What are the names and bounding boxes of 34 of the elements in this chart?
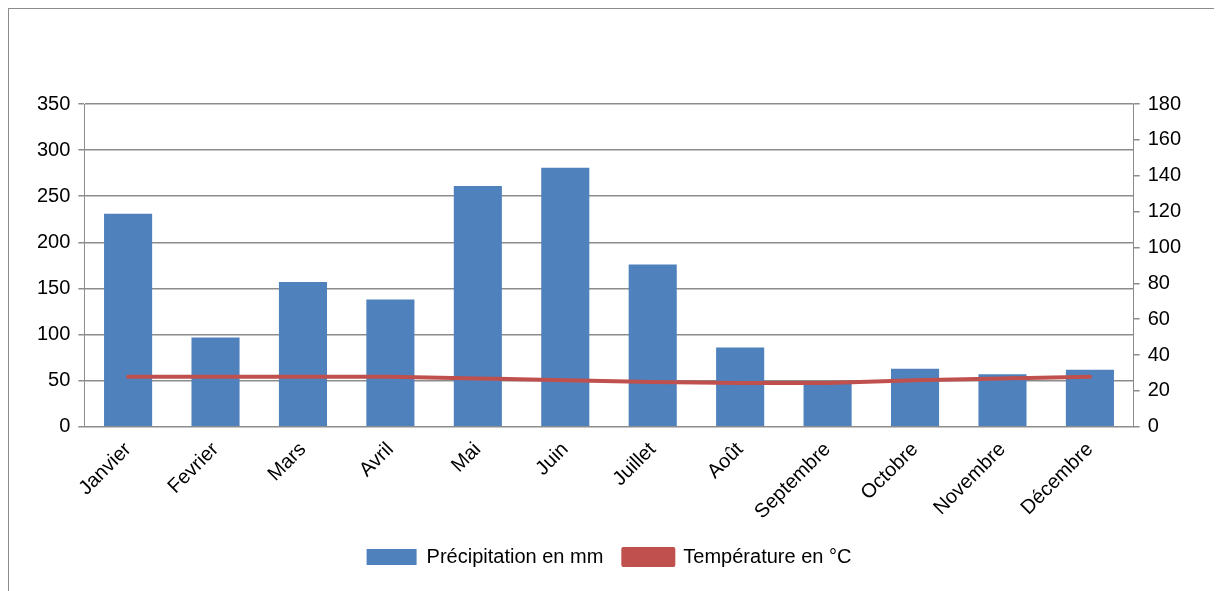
- y2-tick-label: 140: [1147, 163, 1182, 186]
- bar: [278, 282, 328, 427]
- bar: [803, 382, 852, 427]
- bar: [104, 213, 153, 427]
- bar: [716, 347, 765, 427]
- bar: [366, 299, 415, 427]
- bar: [890, 368, 940, 427]
- bar: [628, 264, 677, 427]
- x-tick-label: Juin: [530, 437, 573, 480]
- y2-tick-label: 80: [1147, 270, 1170, 293]
- legend-label: Précipitation en mm: [426, 544, 604, 567]
- y-tick-label: 100: [36, 322, 71, 345]
- y-tick-label: 200: [36, 229, 71, 252]
- bar: [453, 186, 502, 427]
- y-tick-label: 250: [36, 183, 71, 206]
- bar: [541, 167, 590, 427]
- y2-tick-label: 100: [1147, 235, 1182, 258]
- y2-tick-label: 160: [1147, 127, 1182, 150]
- y-tick-label: 150: [36, 276, 71, 298]
- bar: [1065, 369, 1114, 427]
- bar: [191, 337, 240, 427]
- bar: [978, 374, 1027, 427]
- y-tick-label: 0: [59, 414, 71, 437]
- y-tick-label: 50: [48, 368, 71, 391]
- legend-label: Température en °C: [683, 544, 852, 567]
- y2-tick-label: 60: [1147, 306, 1170, 329]
- y2-tick-label: 20: [1147, 378, 1170, 401]
- y2-tick-label: 120: [1147, 199, 1182, 222]
- y-tick-label: 350: [36, 91, 71, 114]
- y2-tick-label: 180: [1147, 91, 1182, 114]
- y2-tick-label: 0: [1147, 414, 1159, 437]
- x-tick-label: Mai: [446, 437, 485, 476]
- y-tick-label: 300: [36, 137, 71, 160]
- y2-tick-label: 40: [1147, 342, 1170, 365]
